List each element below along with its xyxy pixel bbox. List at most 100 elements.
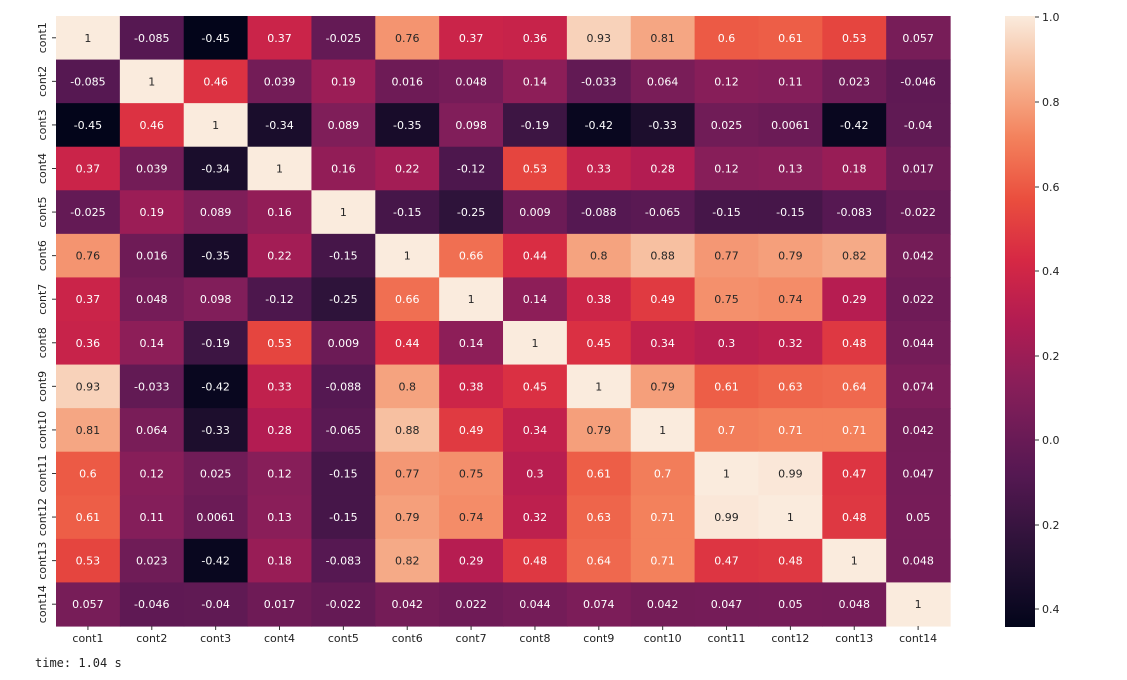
y-tick-label: cont2 — [36, 66, 49, 97]
heatmap-cell — [119, 103, 185, 148]
heatmap-cell — [183, 59, 249, 104]
cell-value-label: 0.7 — [718, 424, 736, 437]
x-tick-label: cont1 — [72, 632, 103, 645]
cell-value-label: 0.039 — [136, 163, 168, 176]
heatmap-cell — [886, 364, 951, 409]
cell-value-label: 0.22 — [395, 163, 420, 176]
heatmap-cell — [311, 59, 376, 104]
cell-value-label: -0.088 — [326, 380, 361, 393]
heatmap-cell — [503, 451, 568, 496]
x-tick-label: cont10 — [644, 632, 682, 645]
heatmap-cell — [375, 408, 440, 453]
cell-value-label: 0.039 — [264, 75, 296, 88]
cell-value-label: 0.79 — [395, 511, 420, 524]
cell-value-label: 0.61 — [778, 32, 803, 45]
heatmap-cell — [630, 103, 696, 148]
cell-value-label: 0.05 — [778, 598, 803, 611]
heatmap-cell — [694, 408, 760, 453]
cell-value-label: 0.16 — [331, 163, 356, 176]
heatmap-cell — [694, 495, 760, 540]
cell-value-label: -0.45 — [201, 32, 229, 45]
heatmap-cell — [503, 59, 568, 104]
cell-value-label: 0.32 — [778, 337, 803, 350]
cell-value-label: 0.017 — [902, 163, 934, 176]
heatmap-cell — [247, 320, 313, 366]
heatmap-cell — [311, 16, 376, 61]
cell-value-label: -0.025 — [326, 32, 361, 45]
cell-value-label: 0.77 — [714, 250, 739, 263]
y-tick-label: cont11 — [36, 454, 49, 492]
cell-value-label: 0.3 — [718, 337, 736, 350]
heatmap-cell — [630, 451, 696, 496]
cell-value-label: 0.63 — [587, 511, 612, 524]
cell-value-label: 0.77 — [395, 467, 420, 480]
cell-value-label: 0.81 — [76, 424, 101, 437]
heatmap-cell — [630, 146, 696, 191]
heatmap-cell — [566, 451, 632, 496]
heatmap-cell — [694, 538, 760, 584]
cell-value-label: 0.75 — [714, 293, 739, 306]
cell-value-label: 0.098 — [200, 293, 232, 306]
heatmap-cell — [694, 364, 760, 409]
heatmap-cell — [630, 320, 696, 366]
cell-value-label: -0.065 — [326, 424, 361, 437]
cell-value-label: 0.88 — [650, 250, 675, 263]
heatmap-cell — [630, 408, 696, 453]
cell-value-label: 1 — [531, 337, 538, 350]
cell-value-label: -0.34 — [265, 119, 293, 132]
heatmap-cell — [566, 190, 632, 235]
cell-value-label: 0.53 — [76, 555, 101, 568]
cell-value-label: 0.49 — [459, 424, 484, 437]
heatmap-cell — [566, 320, 632, 366]
cell-value-label: 0.016 — [391, 75, 423, 88]
cell-value-label: 0.48 — [842, 511, 867, 524]
heatmap-cell — [822, 103, 887, 148]
cell-value-label: 0.53 — [523, 163, 548, 176]
cell-value-label: 0.044 — [519, 598, 551, 611]
heatmap-cell — [694, 451, 760, 496]
y-tick-label: cont1 — [36, 22, 49, 53]
heatmap-cell — [758, 277, 823, 322]
heatmap-cell — [503, 16, 568, 61]
heatmap-cell — [694, 146, 760, 191]
heatmap-cell — [503, 538, 568, 584]
y-tick-label: cont10 — [36, 411, 49, 449]
heatmap-cell — [566, 364, 632, 409]
x-tick-label: cont7 — [456, 632, 487, 645]
cell-value-label: 0.064 — [136, 424, 168, 437]
heatmap-cell — [503, 495, 568, 540]
heatmap-cell — [247, 495, 313, 540]
cell-value-label: -0.45 — [74, 119, 102, 132]
colorbar-tick-label: 0.6 — [1042, 181, 1060, 194]
heatmap-cell — [822, 320, 887, 366]
cell-value-label: -0.083 — [837, 206, 872, 219]
colorbar-tick-label: 0.2 — [1042, 350, 1060, 363]
cell-value-label: 0.8 — [398, 380, 416, 393]
y-tick-label: cont4 — [36, 153, 49, 184]
cell-value-label: 0.99 — [714, 511, 739, 524]
heatmap-cell — [56, 190, 121, 235]
cell-value-label: -0.15 — [329, 511, 357, 524]
colorbar: 1.0 0.8 0.6 0.4 0.2 0.0 0.2 0.4 — [1005, 11, 1060, 627]
heatmap-cell — [822, 538, 887, 584]
heatmap-cell — [183, 364, 249, 409]
heatmap-cell — [886, 320, 951, 366]
x-tick-label: cont11 — [707, 632, 745, 645]
cell-value-label: -0.033 — [581, 75, 616, 88]
cell-value-label: 0.38 — [587, 293, 612, 306]
cell-value-label: 0.8 — [590, 250, 608, 263]
heatmap-cell — [119, 495, 185, 540]
heatmap-cell — [119, 59, 185, 104]
x-tick-label: cont2 — [136, 632, 167, 645]
cell-value-label: 1 — [212, 119, 219, 132]
heatmap-cell — [375, 582, 440, 627]
heatmap-cell — [758, 59, 823, 104]
heatmap-cell — [375, 103, 440, 148]
cell-value-label: -0.12 — [265, 293, 293, 306]
cell-value-label: 0.14 — [523, 75, 548, 88]
cell-value-label: 0.61 — [76, 511, 101, 524]
cell-value-label: 0.34 — [523, 424, 548, 437]
cell-value-label: 0.098 — [455, 119, 487, 132]
heatmap-cell — [822, 146, 887, 191]
heatmap-cell — [758, 233, 823, 279]
